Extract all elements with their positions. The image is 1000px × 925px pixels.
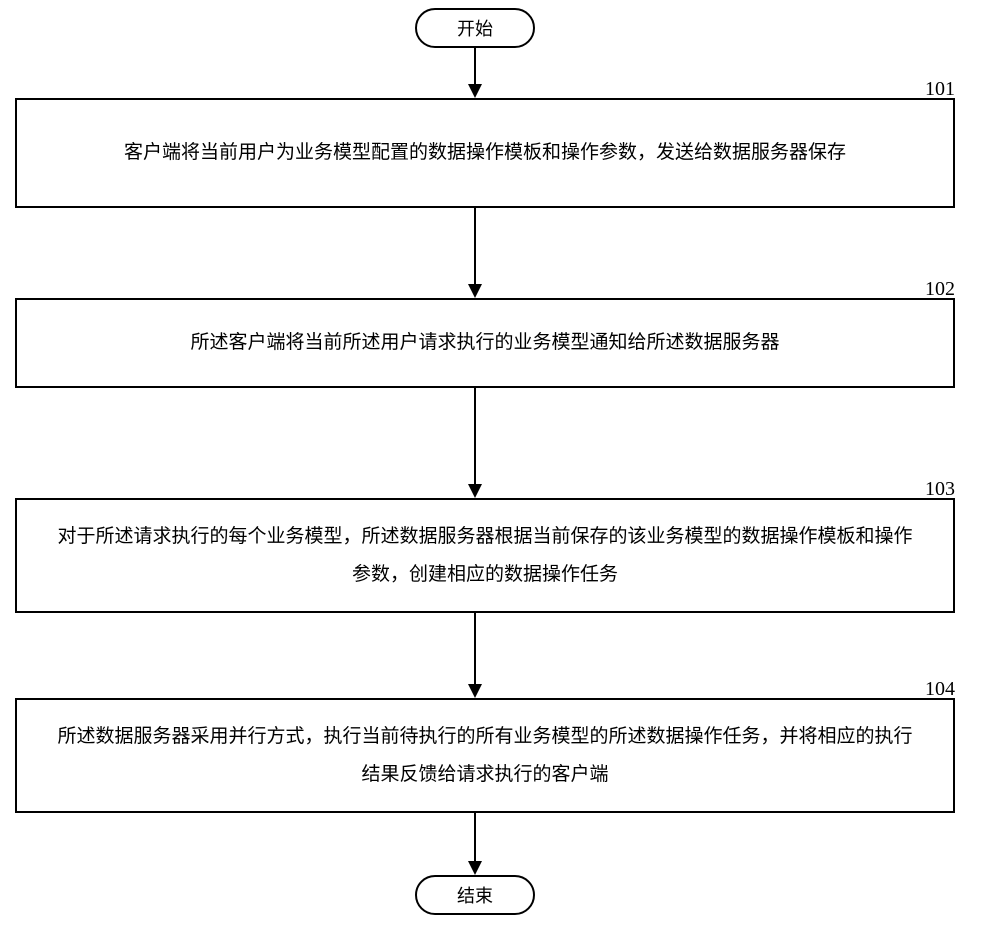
arrow-head <box>468 861 482 875</box>
step-103-text: 对于所述请求执行的每个业务模型，所述数据服务器根据当前保存的该业务模型的数据操作… <box>57 518 913 594</box>
flowchart-container: 开始 101 客户端将当前用户为业务模型配置的数据操作模板和操作参数，发送给数据… <box>0 0 1000 925</box>
arrow-line <box>474 388 476 486</box>
arrow-head <box>468 84 482 98</box>
process-step-102: 所述客户端将当前所述用户请求执行的业务模型通知给所述数据服务器 <box>15 298 955 388</box>
arrow-line <box>474 48 476 86</box>
arrow-head <box>468 284 482 298</box>
arrow-head <box>468 684 482 698</box>
arrow-head <box>468 484 482 498</box>
step-102-text: 所述客户端将当前所述用户请求执行的业务模型通知给所述数据服务器 <box>190 324 779 362</box>
end-terminal: 结束 <box>415 875 535 915</box>
step-104-text: 所述数据服务器采用并行方式，执行当前待执行的所有业务模型的所述数据操作任务，并将… <box>57 718 913 794</box>
arrow-line <box>474 813 476 863</box>
arrow-line <box>474 208 476 286</box>
start-terminal: 开始 <box>415 8 535 48</box>
arrow-line <box>474 613 476 686</box>
step-101-text: 客户端将当前用户为业务模型配置的数据操作模板和操作参数，发送给数据服务器保存 <box>124 134 846 172</box>
start-text: 开始 <box>457 15 493 41</box>
end-text: 结束 <box>457 882 493 908</box>
process-step-101: 客户端将当前用户为业务模型配置的数据操作模板和操作参数，发送给数据服务器保存 <box>15 98 955 208</box>
process-step-104: 所述数据服务器采用并行方式，执行当前待执行的所有业务模型的所述数据操作任务，并将… <box>15 698 955 813</box>
process-step-103: 对于所述请求执行的每个业务模型，所述数据服务器根据当前保存的该业务模型的数据操作… <box>15 498 955 613</box>
